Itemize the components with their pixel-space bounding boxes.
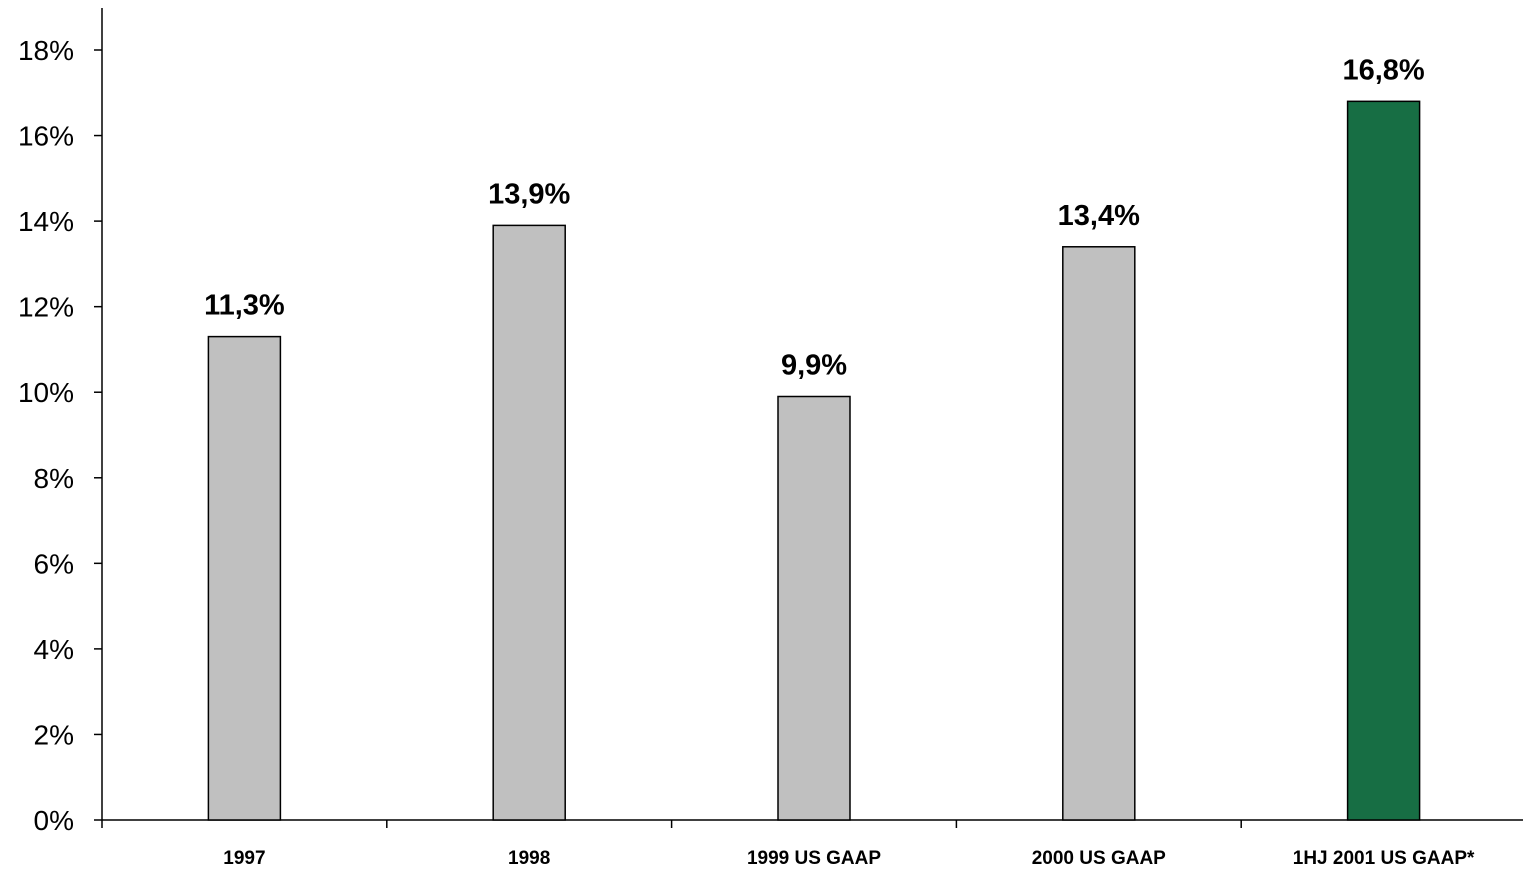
y-tick-label: 14%: [18, 206, 74, 237]
y-tick-label: 2%: [34, 719, 74, 750]
x-category-label: 1998: [508, 848, 550, 869]
x-category-label: 1HJ 2001 US GAAP*: [1293, 848, 1475, 869]
x-axis: 1997 1998 1999 US GAAP 2000 US GAAP 1HJ 2001…: [101, 819, 1523, 869]
data-label: 13,9%: [488, 178, 570, 210]
y-tick-label: 6%: [34, 548, 74, 579]
data-label: 16,8%: [1342, 54, 1424, 86]
y-tick-label: 18%: [18, 35, 74, 66]
y-tick-label: 0%: [34, 805, 74, 836]
y-tick-label: 16%: [18, 121, 74, 152]
x-category-label: 1997: [223, 848, 265, 869]
bar: [1346, 100, 1421, 821]
data-label: 11,3%: [204, 290, 285, 322]
bar: [1062, 246, 1136, 821]
data-label: 13,4%: [1058, 200, 1140, 232]
bar: [777, 395, 851, 821]
y-axis: 0% 2% 4% 6% 8% 10% 12% 14% 16% 18%: [18, 8, 103, 836]
bar: [492, 224, 566, 821]
y-tick-label: 12%: [18, 292, 74, 323]
x-category-label: 1999 US GAAP: [747, 848, 881, 869]
y-tick-label: 8%: [34, 463, 74, 494]
y-tick-label: 4%: [34, 634, 74, 665]
bars: [207, 100, 1421, 821]
bar: [207, 335, 282, 821]
data-labels: 11,3% 13,9% 9,9% 13,4% 16,8%: [204, 54, 1425, 381]
data-label: 9,9%: [781, 350, 847, 382]
y-tick-label: 10%: [18, 377, 74, 408]
x-category-label: 2000 US GAAP: [1032, 848, 1166, 869]
